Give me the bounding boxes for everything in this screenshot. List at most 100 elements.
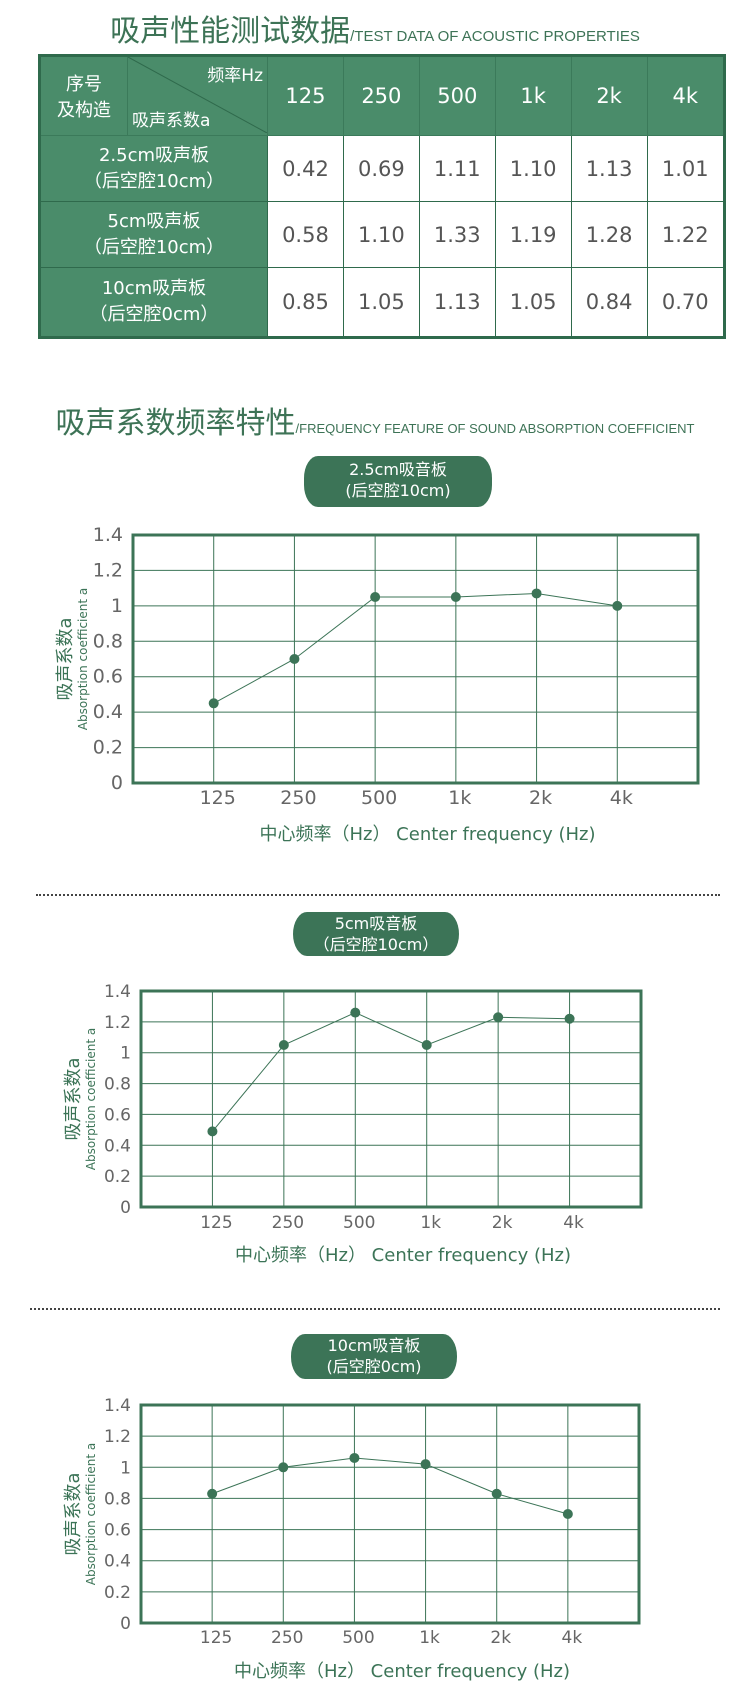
y-tick-label: 1.4 <box>104 1396 131 1416</box>
y-tick-label: 0.8 <box>104 1075 131 1095</box>
table-section-title: 吸声性能测试数据/TEST DATA OF ACOUSTIC PROPERTIE… <box>0 6 750 50</box>
cell: 1.33 <box>418 201 496 268</box>
data-point <box>278 1462 289 1473</box>
x-axis-label: 中心频率（Hz） Center frequency (Hz) <box>234 1661 570 1682</box>
x-tick-label: 2k <box>492 1213 513 1233</box>
corner-label: 序号 及构造 <box>39 55 128 136</box>
y-tick-label: 0.4 <box>93 701 123 723</box>
cell: 0.69 <box>342 135 420 202</box>
data-point <box>207 1488 218 1499</box>
chart-title-line2: （后空腔10cm） <box>313 935 439 954</box>
y-tick-label: 1 <box>120 1458 131 1478</box>
y-tick-label: 0.2 <box>104 1167 131 1187</box>
y-axis-label-en: Absorption coefficient a <box>84 1443 98 1586</box>
plot-frame <box>139 989 643 1209</box>
y-tick-label: 0.6 <box>104 1105 131 1125</box>
row-label: 2.5cm吸声板 （后空腔10cm） <box>39 135 268 202</box>
row-label-line1: 2.5cm吸声板 <box>98 144 210 166</box>
cell: 1.28 <box>570 201 648 268</box>
data-point <box>349 1452 360 1463</box>
series-line <box>213 592 618 704</box>
y-tick-label: 0 <box>120 1614 131 1634</box>
cell: 1.01 <box>646 135 726 202</box>
y-tick-label: 0.4 <box>104 1136 131 1156</box>
series-line <box>212 1012 570 1132</box>
y-tick-label: 0.2 <box>104 1583 131 1603</box>
chart-title-line2: (后空腔10cm) <box>345 481 451 500</box>
x-tick-label: 250 <box>271 1628 303 1648</box>
y-tick-label: 1 <box>111 595 123 617</box>
x-tick-label: 500 <box>361 787 397 809</box>
x-tick-label: 125 <box>200 1213 232 1233</box>
y-tick-label: 0.8 <box>104 1489 131 1509</box>
cell: 0.84 <box>570 267 648 338</box>
data-point <box>531 588 542 599</box>
x-tick-label: 4k <box>610 787 633 809</box>
y-tick-label: 0 <box>120 1198 131 1218</box>
y-tick-label: 0.8 <box>93 630 123 652</box>
y-tick-label: 1 <box>120 1044 131 1064</box>
chart-title-line1: 2.5cm吸音板 <box>349 460 447 479</box>
data-point <box>350 1007 361 1018</box>
x-tick-label: 2k <box>490 1628 511 1648</box>
y-tick-label: 1.2 <box>93 559 123 581</box>
row-label: 10cm吸声板 （后空腔0cm） <box>39 267 268 338</box>
y-axis-label-en: Absorption coefficient a <box>84 1028 98 1171</box>
x-tick-label: 500 <box>342 1628 374 1648</box>
y-tick-label: 1.2 <box>104 1427 131 1447</box>
x-tick-label: 4k <box>563 1213 584 1233</box>
table-row: 10cm吸声板 （后空腔0cm） 0.85 1.05 1.13 1.05 0.84 0.70 <box>39 267 726 338</box>
row-label: 5cm吸声板 （后空腔10cm） <box>39 201 268 268</box>
cell: 0.42 <box>267 135 344 202</box>
series-line <box>211 1457 568 1515</box>
cell: 1.05 <box>342 267 420 338</box>
data-point <box>421 1040 432 1050</box>
x-tick-label: 125 <box>200 787 236 809</box>
chart-title-line1: 5cm吸音板 <box>334 914 418 933</box>
x-tick-label: 125 <box>200 1628 232 1648</box>
y-tick-label: 0.2 <box>93 737 123 759</box>
data-point <box>207 1126 218 1137</box>
y-tick-label: 1.4 <box>104 982 131 1002</box>
divider <box>36 894 720 896</box>
table-row: 5cm吸声板 （后空腔10cm） 0.58 1.10 1.33 1.19 1.28 1.22 <box>39 201 726 268</box>
title-cn: 吸声系数频率特性 <box>55 406 296 441</box>
title-en: /FREQUENCY FEATURE OF SOUND ABSORPTION C… <box>295 421 695 436</box>
x-tick-label: 2k <box>529 787 552 809</box>
row-label-line2: （后空腔10cm） <box>83 170 225 192</box>
y-axis-label-cn: 吸声系数a <box>63 1472 84 1555</box>
x-tick-label: 500 <box>343 1213 375 1233</box>
title-cn: 吸声性能测试数据 <box>110 14 351 49</box>
title-en: /TEST DATA OF ACOUSTIC PROPERTIES <box>350 28 640 45</box>
cell: 1.13 <box>418 267 496 338</box>
cell: 1.10 <box>342 201 420 268</box>
y-axis-label-en: Absorption coefficient a <box>76 588 90 731</box>
row-label-line2: （后空腔0cm） <box>89 304 219 325</box>
chart-3-title-badge: 10cm吸音板 (后空腔0cm) <box>291 1334 457 1379</box>
y-tick-label: 1.4 <box>93 524 123 546</box>
data-point <box>450 592 461 602</box>
col-header: 250 <box>342 55 420 136</box>
cell: 1.10 <box>494 135 572 202</box>
y-axis-label-cn: 吸声系数a <box>63 1057 84 1140</box>
table-row: 2.5cm吸声板 （后空腔10cm） 0.42 0.69 1.11 1.10 1.13 1.… <box>39 135 726 202</box>
x-axis-label: 中心频率（Hz） Center frequency (Hz) <box>235 1245 571 1266</box>
x-tick-label: 1k <box>419 1628 440 1648</box>
data-point <box>491 1488 502 1499</box>
data-point <box>564 1013 575 1024</box>
chart-title-line2: (后空腔0cm) <box>326 1357 422 1376</box>
data-point <box>278 1040 289 1050</box>
x-tick-label: 4k <box>562 1628 583 1648</box>
acoustic-data-table: 序号 及构造 频率Hz 吸声系数a 125 250 500 1k 2k 4k 2… <box>38 54 726 339</box>
row-label-line1: 10cm吸声板 <box>101 278 207 299</box>
data-point <box>208 698 219 709</box>
chart-title-line1: 10cm吸音板 <box>327 1336 421 1355</box>
cell: 1.13 <box>570 135 648 202</box>
col-header: 500 <box>418 55 496 136</box>
chart-section-title: 吸声系数频率特性/FREQUENCY FEATURE OF SOUND ABSO… <box>0 398 750 442</box>
x-axis-label: 中心频率（Hz） Center frequency (Hz) <box>259 824 595 845</box>
corner-top-label: 频率Hz <box>207 66 263 86</box>
y-tick-label: 0.6 <box>104 1521 131 1541</box>
